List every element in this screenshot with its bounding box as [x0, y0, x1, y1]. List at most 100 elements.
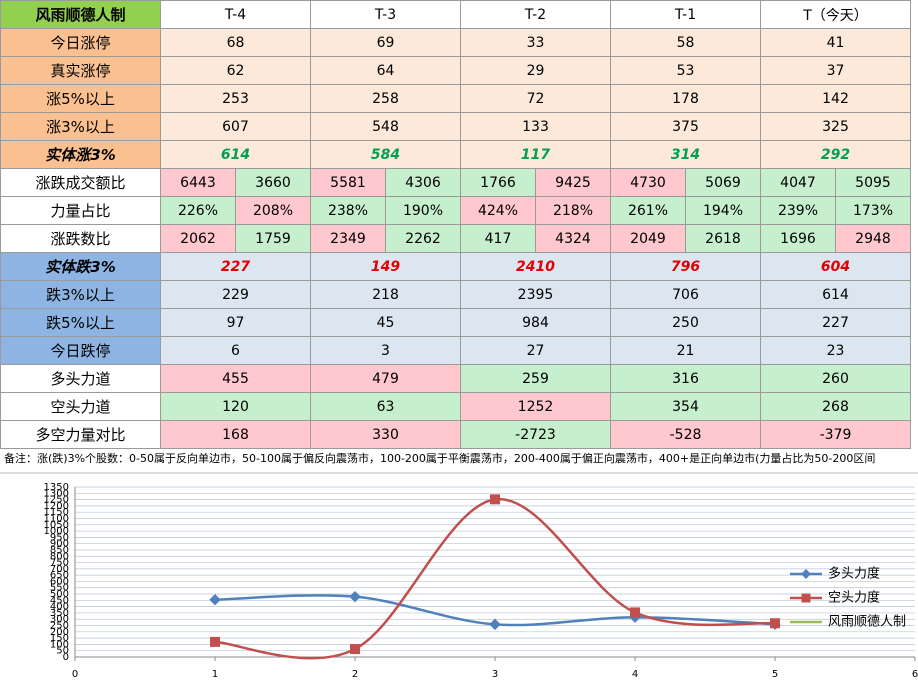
table-row: 实体跌3% 227 149 2410 796 604	[0, 252, 911, 281]
cell: 260	[760, 364, 911, 393]
cell: -528	[610, 420, 761, 449]
cell: 316	[610, 364, 761, 393]
row-label: 实体涨3%	[0, 140, 161, 169]
y-tick-label: 900	[50, 539, 69, 550]
y-tick-label: 750	[50, 558, 69, 569]
table-row: 跌3%以上 229 218 2395 706 614	[0, 280, 911, 309]
cell: 72	[460, 84, 611, 113]
column-header: T-4	[160, 0, 311, 29]
row-label: 跌3%以上	[0, 280, 161, 309]
cell: 354	[610, 392, 761, 421]
cell: 97	[160, 308, 311, 337]
column-header: T-3	[310, 0, 461, 29]
point	[210, 636, 220, 647]
cell: 455	[160, 364, 311, 393]
row-label: 真实涨停	[0, 56, 161, 85]
y-tick-label: 1050	[44, 520, 69, 531]
cell: 1696	[760, 224, 836, 253]
cell: 2395	[460, 280, 611, 309]
cell: 178	[610, 84, 761, 113]
cell: 314	[610, 140, 761, 169]
row-label: 涨跌数比	[0, 224, 161, 253]
cell: -379	[760, 420, 911, 449]
x-tick-label: 4	[632, 669, 638, 680]
cell: 190%	[385, 196, 461, 225]
cell: 604	[760, 252, 911, 281]
point	[630, 607, 640, 618]
y-tick-label: 0	[63, 652, 69, 663]
cell: 45	[310, 308, 461, 337]
x-tick-label: 6	[912, 669, 918, 680]
cell: 614	[760, 280, 911, 309]
cell: 2618	[685, 224, 761, 253]
cell: 27	[460, 336, 611, 365]
row-label: 实体跌3%	[0, 252, 161, 281]
cell: 5095	[835, 168, 911, 197]
cell: 325	[760, 112, 911, 141]
cell: 120	[160, 392, 311, 421]
table-row: 涨跌数比 2062 1759 2349 2262 417 4324 2049 2618 1696 2…	[0, 224, 911, 253]
cell: 1759	[235, 224, 311, 253]
y-tick-label: 1200	[44, 501, 69, 512]
y-tick-label: 700	[50, 564, 69, 575]
cell: 142	[760, 84, 911, 113]
y-tick-label: 1000	[44, 526, 69, 537]
y-tick-label: 300	[50, 614, 69, 625]
cell: 21	[610, 336, 761, 365]
point	[349, 590, 361, 603]
cell: 149	[310, 252, 461, 281]
cell: 194%	[685, 196, 761, 225]
row-label: 多头力道	[0, 364, 161, 393]
cell: 1766	[460, 168, 536, 197]
cell: 417	[460, 224, 536, 253]
y-tick-label: 600	[50, 576, 69, 587]
cell: 584	[310, 140, 461, 169]
row-label: 今日跌停	[0, 336, 161, 365]
legend-label: 多头力度	[828, 566, 880, 582]
cell: 2262	[385, 224, 461, 253]
y-tick-label: 1250	[44, 495, 69, 506]
cell: 4730	[610, 168, 686, 197]
column-header: T-1	[610, 0, 761, 29]
column-header: T（今天）	[760, 0, 911, 29]
row-label: 多空力量对比	[0, 420, 161, 449]
row-label: 涨跌成交额比	[0, 168, 161, 197]
cell: 69	[310, 28, 461, 57]
series-line	[214, 498, 776, 660]
table-row: 涨3%以上 607 548 133 375 325	[0, 112, 911, 141]
cell: 64	[310, 56, 461, 85]
cell: 239%	[760, 196, 836, 225]
x-tick-label: 2	[352, 669, 358, 680]
y-tick-label: 800	[50, 551, 69, 562]
table-row: 实体涨3% 614 584 117 314 292	[0, 140, 911, 169]
cell: 548	[310, 112, 461, 141]
cell: 375	[610, 112, 761, 141]
cell: 261%	[610, 196, 686, 225]
point	[350, 644, 360, 655]
y-tick-label: 1350	[44, 482, 69, 493]
cell: 133	[460, 112, 611, 141]
row-label: 今日涨停	[0, 28, 161, 57]
cell: 68	[160, 28, 311, 57]
cell: 229	[160, 280, 311, 309]
chart: 0501001502002503003504004505005506006507…	[0, 472, 918, 680]
y-tick-label: 550	[50, 583, 69, 594]
cell: 479	[310, 364, 461, 393]
cell: 292	[760, 140, 911, 169]
table-row: 真实涨停 62 64 29 53 37	[0, 56, 911, 85]
point	[489, 618, 501, 631]
cell: 117	[460, 140, 611, 169]
cell: 4047	[760, 168, 836, 197]
cell: 5581	[310, 168, 386, 197]
cell: 2049	[610, 224, 686, 253]
y-tick-label: 350	[50, 608, 69, 619]
y-tick-label: 250	[50, 621, 69, 632]
point	[490, 494, 500, 505]
cell: 168	[160, 420, 311, 449]
cell: 424%	[460, 196, 536, 225]
cell: 3	[310, 336, 461, 365]
cell: 6	[160, 336, 311, 365]
y-tick-label: 450	[50, 595, 69, 606]
cell: 253	[160, 84, 311, 113]
